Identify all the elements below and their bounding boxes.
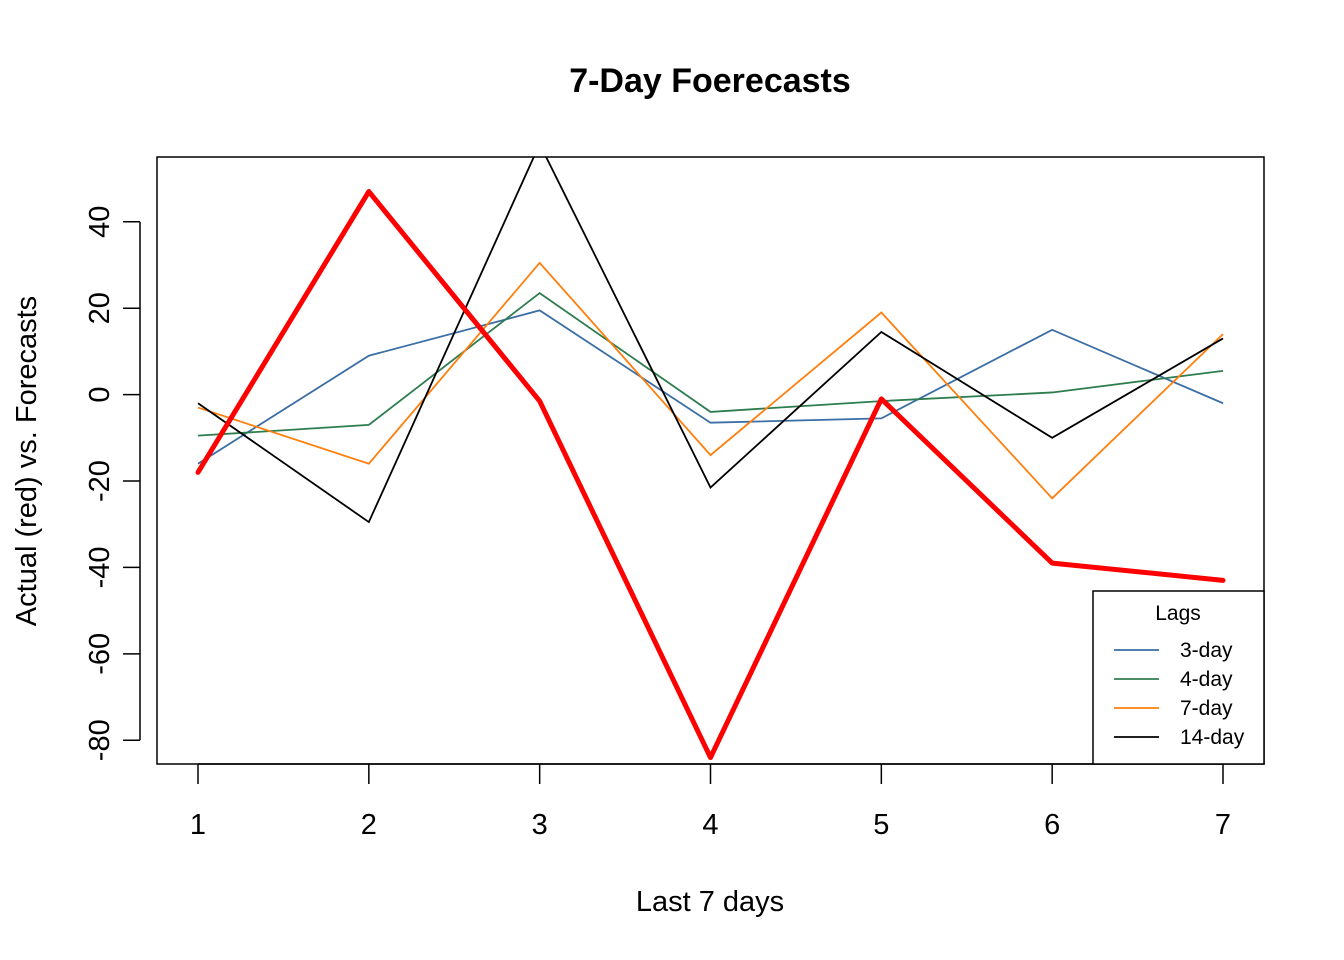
x-axis-label: Last 7 days [636,886,784,918]
series-line-14-day [197,157,1224,524]
x-tick-label: 4 [702,809,718,841]
y-tick-label: 20 [84,292,116,324]
series-line-actual [195,189,1226,761]
series-line-3-day [197,309,1224,465]
y-axis-label: Actual (red) vs. Forecasts [11,296,43,626]
x-tick-label: 6 [1044,809,1060,841]
series-line-4-day [197,291,1224,437]
x-tick-label: 3 [532,809,548,841]
x-tick-label: 7 [1215,809,1231,841]
legend-box [1092,590,1265,765]
legend-label-7-day: 7-day [1180,697,1233,720]
x-tick-label: 2 [361,809,377,841]
series-layer [195,157,1226,761]
y-tick-label: -40 [84,546,116,588]
y-axis: -80 -60 -40 -20 0 20 40 [84,206,141,761]
chart-title: 7-Day Foerecasts [569,62,851,100]
y-tick-label: -60 [84,633,116,675]
legend-label-3-day: 3-day [1180,639,1233,662]
x-axis: 1 2 3 4 5 6 7 [190,763,1231,841]
legend-label-4-day: 4-day [1180,668,1233,691]
x-tick-label: 1 [190,809,206,841]
y-tick-label: 0 [84,387,116,403]
legend: Lags 3-day 4-day 7-day 14-day [1092,590,1265,765]
series-line-7-day [197,261,1224,500]
x-tick-label: 5 [873,809,889,841]
y-tick-label: 40 [84,206,116,238]
y-tick-label: -80 [84,719,116,761]
legend-title: Lags [1155,602,1201,625]
y-tick-label: -20 [84,460,116,502]
legend-label-14-day: 14-day [1180,726,1245,749]
